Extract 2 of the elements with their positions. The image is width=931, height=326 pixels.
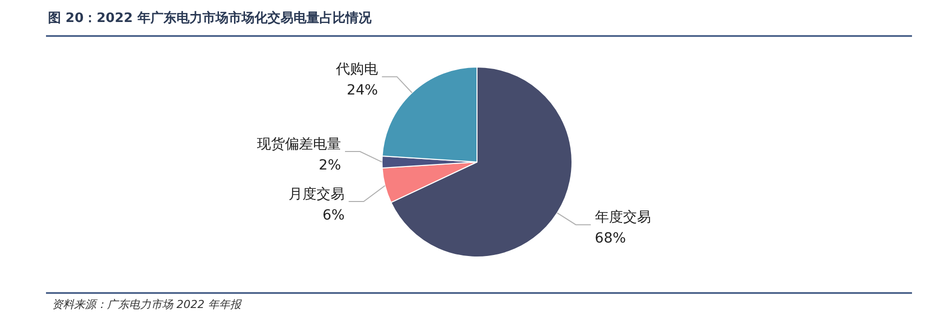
title: 图 20：2022 年广东电力市场市场化交易电量占比情况 [48,11,372,26]
annotation: 资料来源：广东电力市场 2022 年年报 [52,298,241,311]
